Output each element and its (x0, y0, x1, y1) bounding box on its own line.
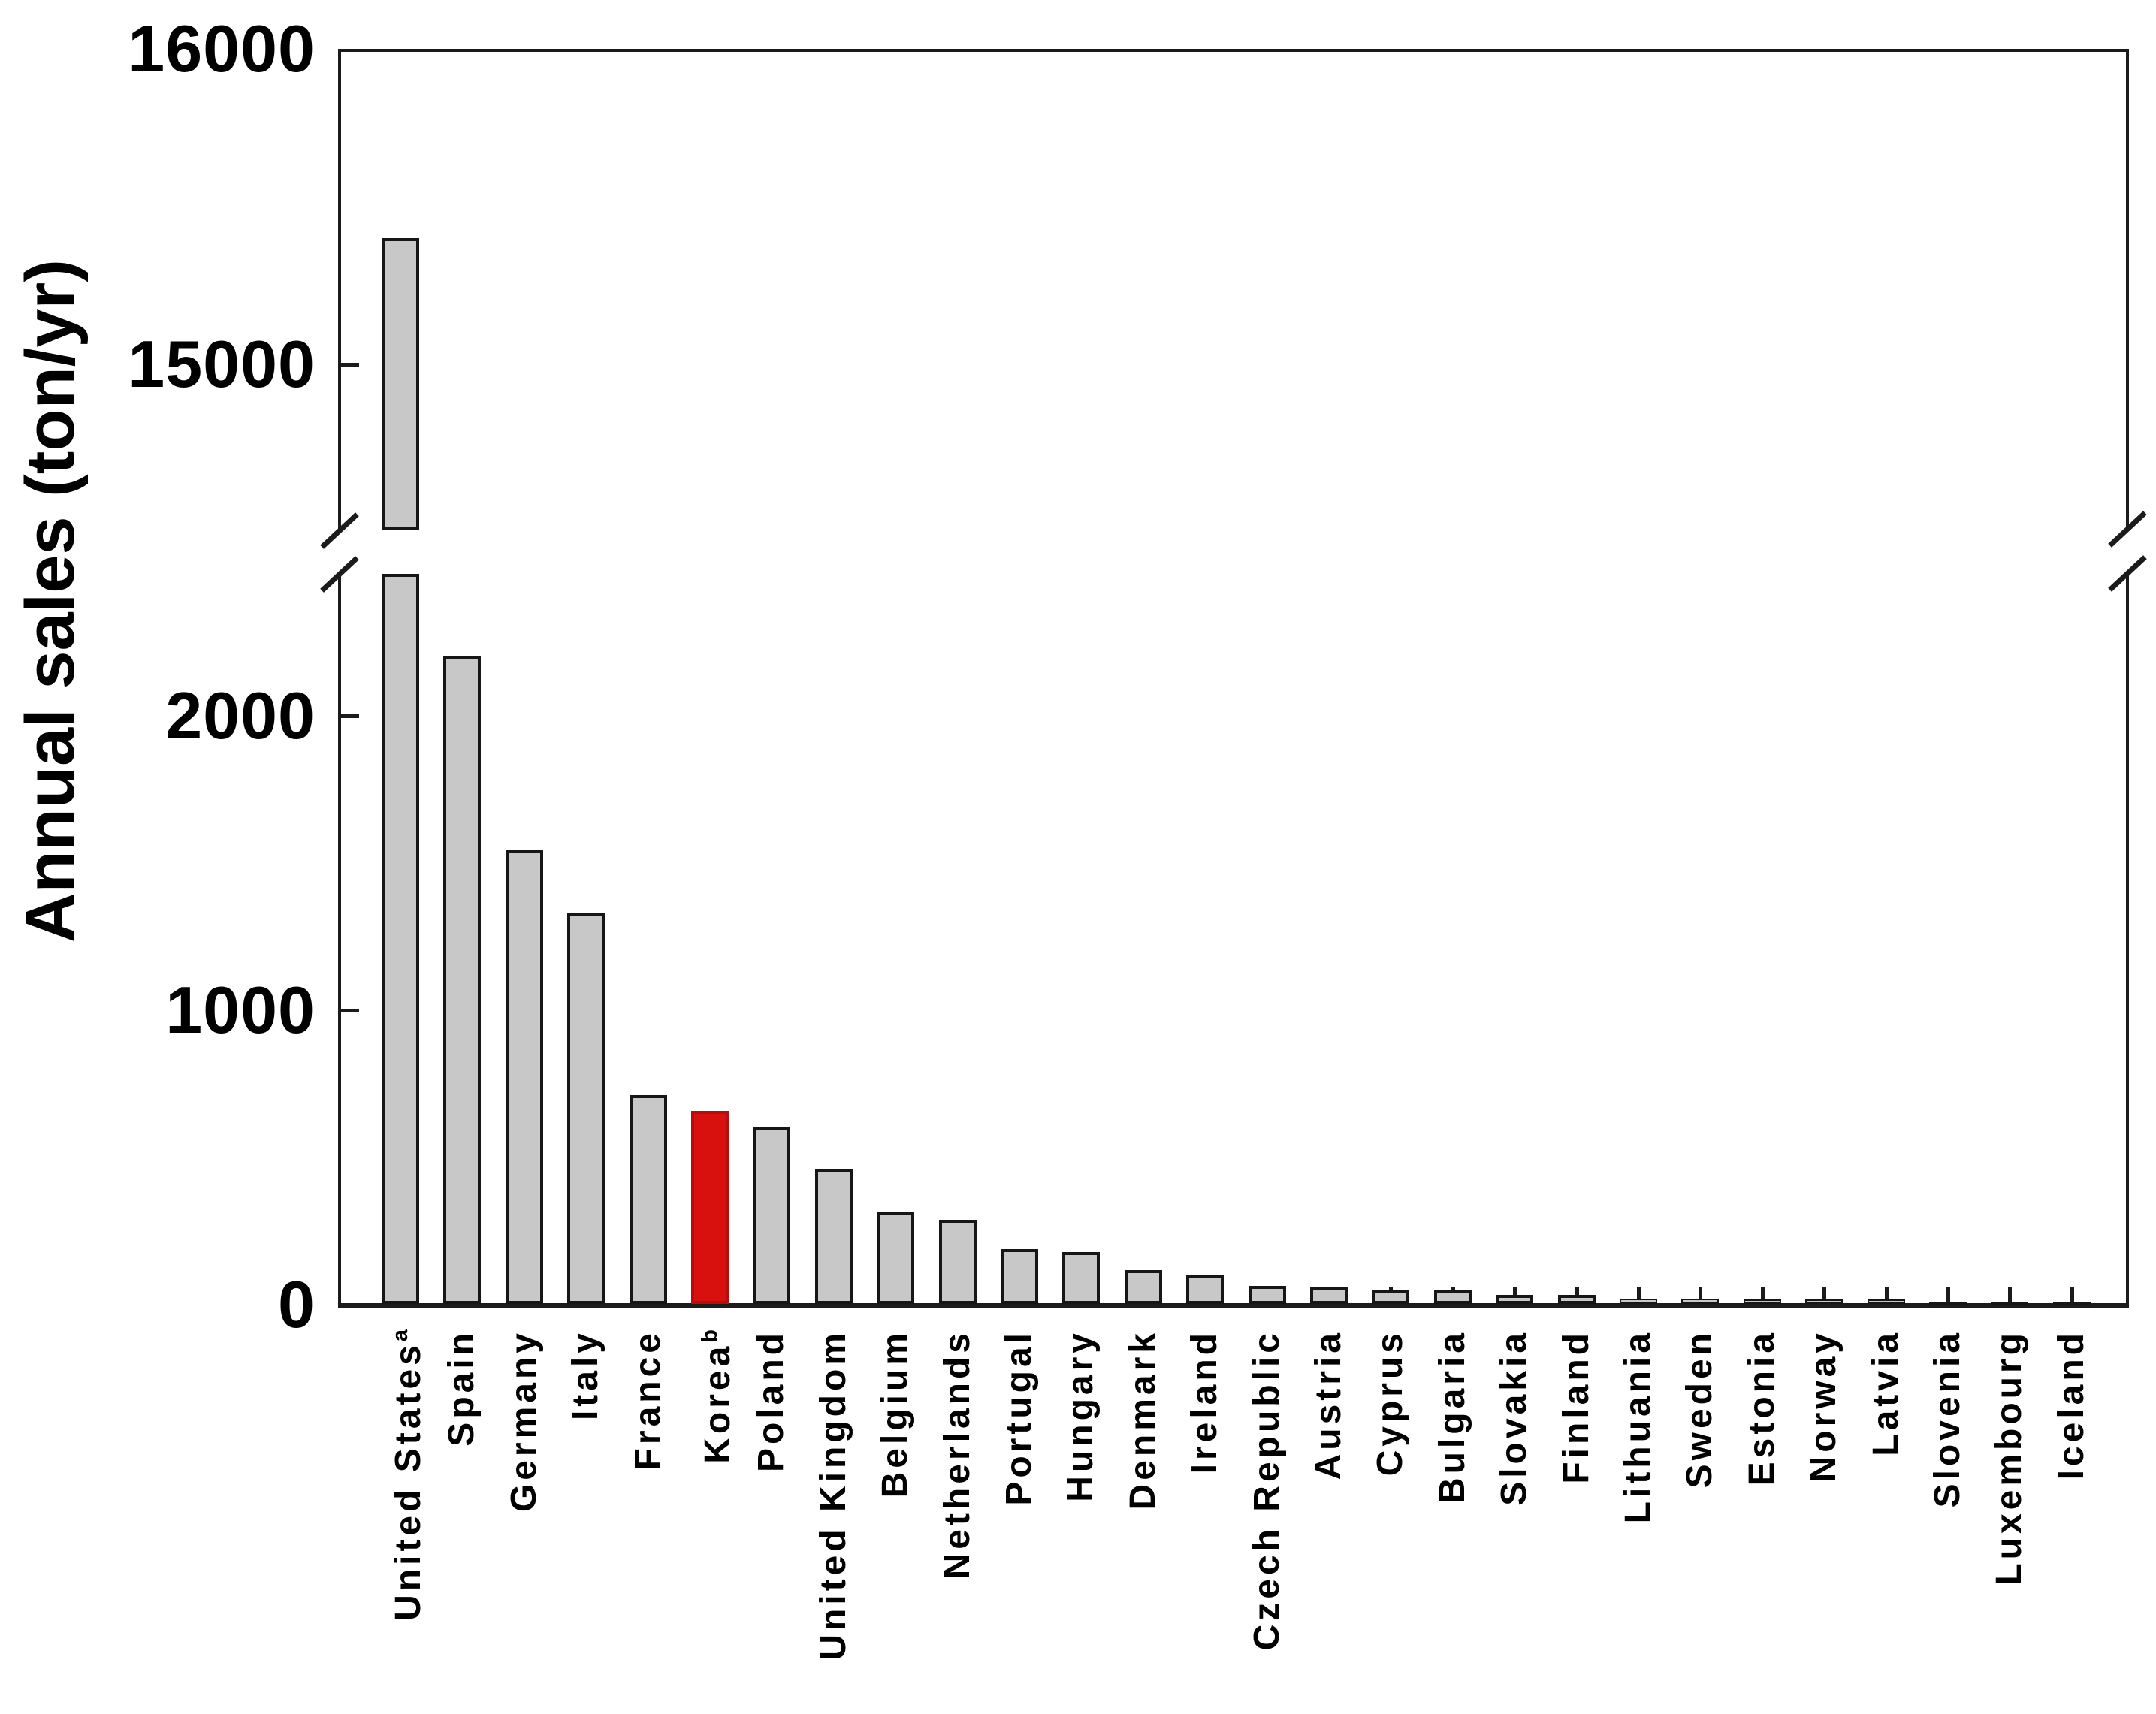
x-tick-label-italy: Italy (566, 1329, 605, 1421)
bar-bulgaria (1434, 1290, 1472, 1304)
x-tick-label-france: France (628, 1329, 668, 1471)
y-tick-label: 15000 (128, 327, 316, 401)
bar-iceland (2053, 1302, 2091, 1305)
bar-germany (506, 850, 543, 1304)
plot-border-top (338, 49, 2129, 52)
x-tick-label-czech-republic: Czech Republic (1247, 1329, 1287, 1651)
y-tick-label: 2000 (165, 678, 316, 753)
bar-latvia (1868, 1299, 1905, 1304)
x-tick-label-germany: Germany (504, 1329, 544, 1513)
x-tick-label-slovakia: Slovakia (1494, 1329, 1534, 1506)
bar-belgium (877, 1212, 914, 1304)
y-tick (341, 714, 359, 718)
y-tick-label: 1000 (165, 973, 316, 1047)
x-tick (1761, 1287, 1765, 1305)
y-tick (341, 1009, 359, 1012)
bar-united-kingdom (815, 1169, 853, 1304)
bar-lithuania (1620, 1299, 1657, 1304)
y-axis-line-lower (338, 574, 341, 1305)
footnote-marker-a: a (388, 1329, 412, 1342)
bar-poland (753, 1127, 790, 1304)
y-tick-label: 16000 (128, 11, 316, 86)
bar-portugal (1001, 1249, 1038, 1304)
bar-france (630, 1095, 667, 1304)
bar-united-states-lower-piece (382, 574, 419, 1304)
bar-spain (443, 656, 481, 1304)
x-tick-label-korea: Koreab (698, 1329, 738, 1464)
x-tick-label-portugal: Portugal (999, 1329, 1039, 1506)
bar-slovakia (1496, 1295, 1533, 1304)
x-tick-label-cyprus: Cyprus (1370, 1329, 1410, 1477)
x-tick-label-ireland: Ireland (1185, 1329, 1224, 1474)
bar-denmark (1125, 1270, 1162, 1304)
x-tick (1637, 1287, 1641, 1305)
bar-czech-republic (1249, 1286, 1286, 1304)
bar-slovenia (1929, 1302, 1967, 1305)
x-tick-label-united-kingdom: United Kingdom (814, 1329, 853, 1661)
bar-italy (567, 913, 605, 1304)
x-tick-label-spain: Spain (442, 1329, 482, 1447)
x-tick-label-slovenia: Slovenia (1928, 1329, 1967, 1508)
x-tick-label-austria: Austria (1309, 1329, 1348, 1480)
x-tick-label-estonia: Estonia (1742, 1329, 1782, 1486)
x-tick (1699, 1287, 1702, 1305)
x-tick-label-hungary: Hungary (1061, 1329, 1101, 1502)
x-tick (2008, 1287, 2012, 1305)
x-tick (1885, 1287, 1889, 1305)
x-tick-label-denmark: Denmark (1123, 1329, 1163, 1510)
bar-korea (691, 1111, 729, 1304)
x-tick (1946, 1287, 1950, 1305)
footnote-marker-b: b (698, 1329, 722, 1343)
y-tick-label: 0 (278, 1267, 316, 1341)
bar-norway (1805, 1299, 1843, 1304)
x-tick-label-sweden: Sweden (1680, 1329, 1720, 1489)
bar-luxembourg (1991, 1302, 2028, 1305)
plot-border-right-lower (2126, 574, 2129, 1305)
x-tick-label-united-states: United Statesa (388, 1329, 428, 1621)
bar-finland (1558, 1295, 1596, 1304)
y-axis-line-upper (338, 49, 341, 530)
y-tick (341, 363, 359, 367)
x-tick-label-belgium: Belgium (875, 1329, 915, 1498)
x-tick-label-iceland: Iceland (2052, 1329, 2091, 1480)
x-tick-label-luxembourg: Luxembourg (1989, 1329, 2029, 1586)
bar-ireland (1186, 1275, 1224, 1304)
x-tick-label-finland: Finland (1557, 1329, 1596, 1484)
bar-cyprus (1372, 1290, 1409, 1304)
x-tick-label-norway: Norway (1804, 1329, 1843, 1483)
x-tick (2070, 1287, 2074, 1305)
x-tick-label-lithuania: Lithuania (1618, 1329, 1658, 1524)
x-tick-label-latvia: Latvia (1866, 1329, 1906, 1456)
bar-austria (1310, 1287, 1348, 1304)
plot-border-right-upper (2126, 49, 2129, 530)
x-axis-line (338, 1303, 2129, 1308)
bar-estonia (1744, 1299, 1781, 1304)
x-tick-label-bulgaria: Bulgaria (1433, 1329, 1472, 1504)
bar-netherlands (939, 1220, 977, 1304)
y-axis-title: Annual sales (ton/yr) (12, 259, 89, 943)
x-tick (1822, 1287, 1826, 1305)
bar-sweden (1681, 1299, 1719, 1304)
x-tick-label-poland: Poland (751, 1329, 791, 1473)
x-tick-label-netherlands: Netherlands (938, 1329, 977, 1580)
bar-hungary (1062, 1252, 1100, 1304)
bar-united-states (382, 238, 419, 530)
